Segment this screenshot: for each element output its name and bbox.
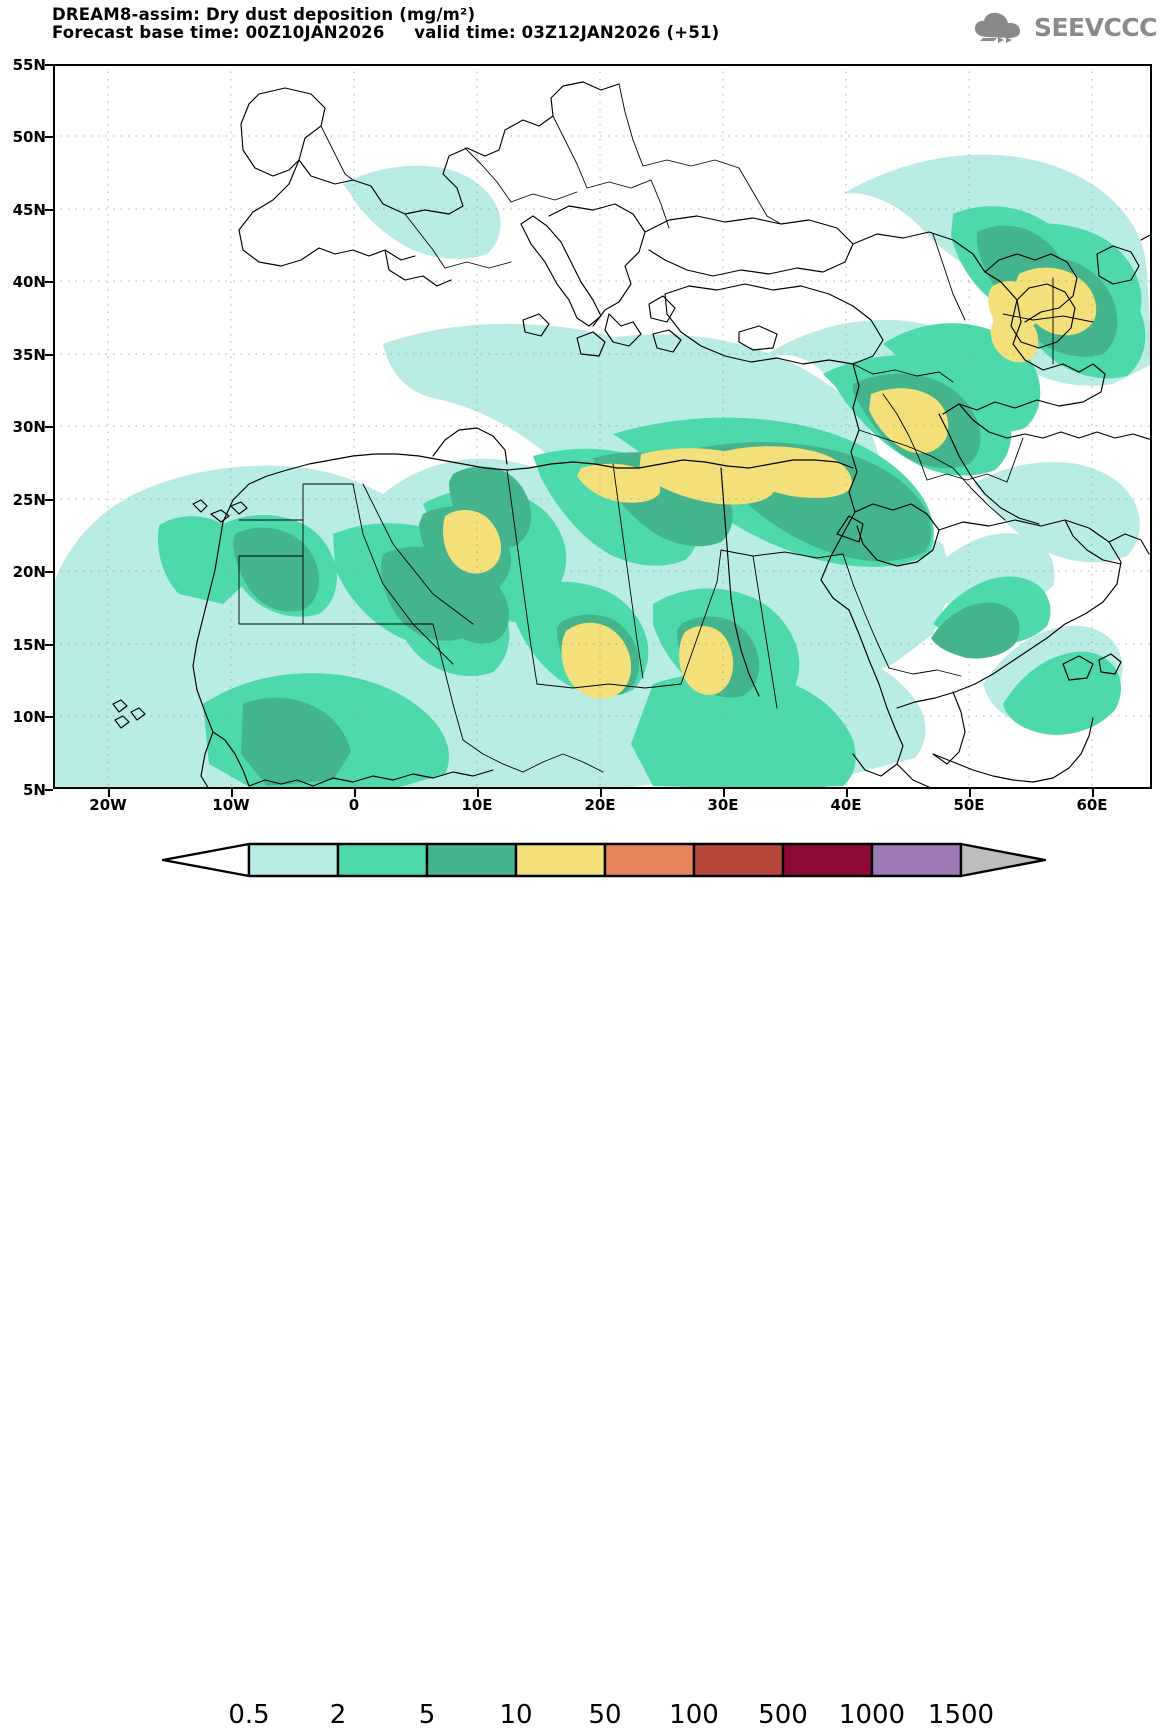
logo-text: SEEVCCC [1033, 12, 1158, 42]
page-title: DREAM8-assim: Dry dust deposition (mg/m²… [52, 5, 476, 24]
colorbar-swatch [425, 842, 518, 878]
seevccc-logo: SEEVCCC [970, 10, 1158, 44]
colorbar-swatch [870, 842, 963, 878]
colorbar-swatch [336, 842, 429, 878]
map-gridlines [53, 64, 1152, 789]
plot-border [53, 64, 1152, 789]
y-tick-label: 45N [12, 201, 46, 219]
y-tick-label: 55N [12, 56, 46, 74]
x-tick-label: 0 [348, 796, 360, 814]
chart-subtitle: Forecast base time: 00Z10JAN2026 valid t… [52, 23, 720, 43]
colorbar-swatch [781, 842, 874, 878]
colorbar-swatch [603, 842, 696, 878]
colorbar-over-arrow [959, 842, 1047, 878]
colorbar-swatch [692, 842, 785, 878]
dust-deposition-map [53, 64, 1152, 789]
y-tick-label: 50N [12, 128, 46, 146]
x-tick-label: 20E [584, 796, 616, 814]
y-tick-label: 10N [12, 708, 46, 726]
colorbar-under-arrow [161, 842, 251, 878]
y-tick-label: 30N [12, 418, 46, 436]
y-tick-label: 40N [12, 273, 46, 291]
x-tick-label: 30E [707, 796, 739, 814]
dust-band-10-50 [443, 267, 1097, 699]
y-tick-label: 35N [12, 346, 46, 364]
map-plot-area [53, 64, 1152, 789]
x-tick-label: 10E [461, 796, 493, 814]
map-coastlines [112, 81, 1152, 789]
chart-title-block: DREAM8-assim: Dry dust deposition (mg/m²… [52, 5, 720, 43]
colorbar: 0.5 2 5 10 50 100 500 1000 1500 [0, 838, 1165, 1730]
colorbar-swatches [161, 842, 1047, 878]
y-tick-label: 20N [12, 563, 46, 581]
colorbar-swatch [514, 842, 607, 878]
colorbar-tick-label: 1500 [927, 1700, 995, 1730]
x-tick-label: 60E [1076, 796, 1108, 814]
x-tick-label: 50E [953, 796, 985, 814]
x-tick-label: 20W [89, 796, 127, 814]
x-tick-label: 40E [830, 796, 862, 814]
y-tick-label: 25N [12, 491, 46, 509]
x-tick-label: 10W [212, 796, 250, 814]
y-tick-label: 5N [23, 781, 46, 799]
y-tick-label: 15N [12, 636, 46, 654]
cloud-icon [974, 12, 1020, 43]
colorbar-swatch [247, 842, 340, 878]
